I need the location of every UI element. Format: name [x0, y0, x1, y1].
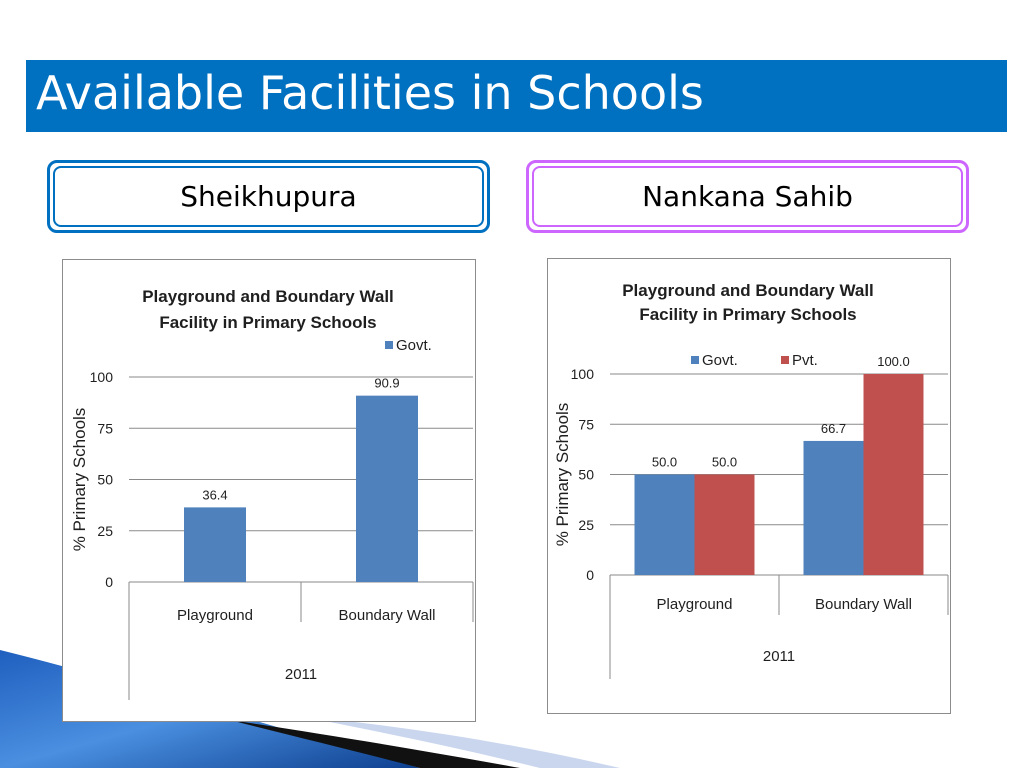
category-label: Playground [177, 607, 253, 624]
bar [803, 440, 864, 575]
y-tick-label: 100 [90, 369, 114, 385]
data-label: 50.0 [712, 455, 737, 470]
legend-swatch [781, 356, 789, 364]
bar-chart-svg: Playground and Boundary Wall Facility in … [70, 287, 474, 700]
data-label: 90.9 [374, 376, 399, 391]
legend-swatch [385, 341, 393, 349]
bar [184, 507, 246, 582]
category-label: Boundary Wall [339, 607, 436, 624]
title-bar: Available Facilities in Schools [26, 60, 1007, 132]
y-tick-label: 25 [97, 523, 113, 539]
chart-title: Playground and Boundary Wall [142, 287, 394, 306]
data-label: 100.0 [877, 354, 910, 369]
group-label: 2011 [285, 666, 317, 683]
region-label: Nankana Sahib [532, 166, 963, 227]
chart-title: Playground and Boundary Wall [622, 281, 874, 300]
y-axis-label: % Primary Schools [70, 408, 89, 552]
data-label: 36.4 [202, 487, 227, 502]
group-label: 2011 [763, 648, 795, 665]
y-tick-label: 25 [578, 517, 594, 533]
legend-label: Govt. [702, 352, 738, 369]
region-label: Sheikhupura [53, 166, 484, 227]
y-tick-label: 75 [97, 420, 113, 436]
bar [694, 474, 755, 575]
chart-sheikhupura: Playground and Boundary Wall Facility in … [62, 259, 476, 722]
category-label: Boundary Wall [815, 596, 912, 613]
region-header-sheikhupura: Sheikhupura [47, 160, 490, 233]
bar [863, 374, 924, 575]
y-axis-label: % Primary Schools [553, 403, 572, 547]
data-label: 50.0 [652, 455, 677, 470]
y-tick-label: 0 [586, 567, 594, 583]
category-label: Playground [657, 596, 733, 613]
region-header-nankana-sahib: Nankana Sahib [526, 160, 969, 233]
y-tick-label: 0 [105, 574, 113, 590]
y-tick-label: 100 [571, 366, 595, 382]
bar [634, 474, 695, 575]
legend-label: Pvt. [792, 352, 818, 369]
y-tick-label: 50 [97, 472, 113, 488]
chart-title: Facility in Primary Schools [159, 313, 376, 332]
chart-nankana-sahib: Playground and Boundary Wall Facility in … [547, 258, 951, 714]
bar [356, 395, 418, 582]
legend-label: Govt. [396, 337, 432, 354]
bar-chart-svg: Playground and Boundary Wall Facility in … [553, 281, 949, 679]
slide-title: Available Facilities in Schools [36, 66, 704, 120]
legend-swatch [691, 356, 699, 364]
chart-title: Facility in Primary Schools [639, 305, 856, 324]
y-tick-label: 75 [578, 416, 594, 432]
data-label: 66.7 [821, 421, 846, 436]
y-tick-label: 50 [578, 467, 594, 483]
